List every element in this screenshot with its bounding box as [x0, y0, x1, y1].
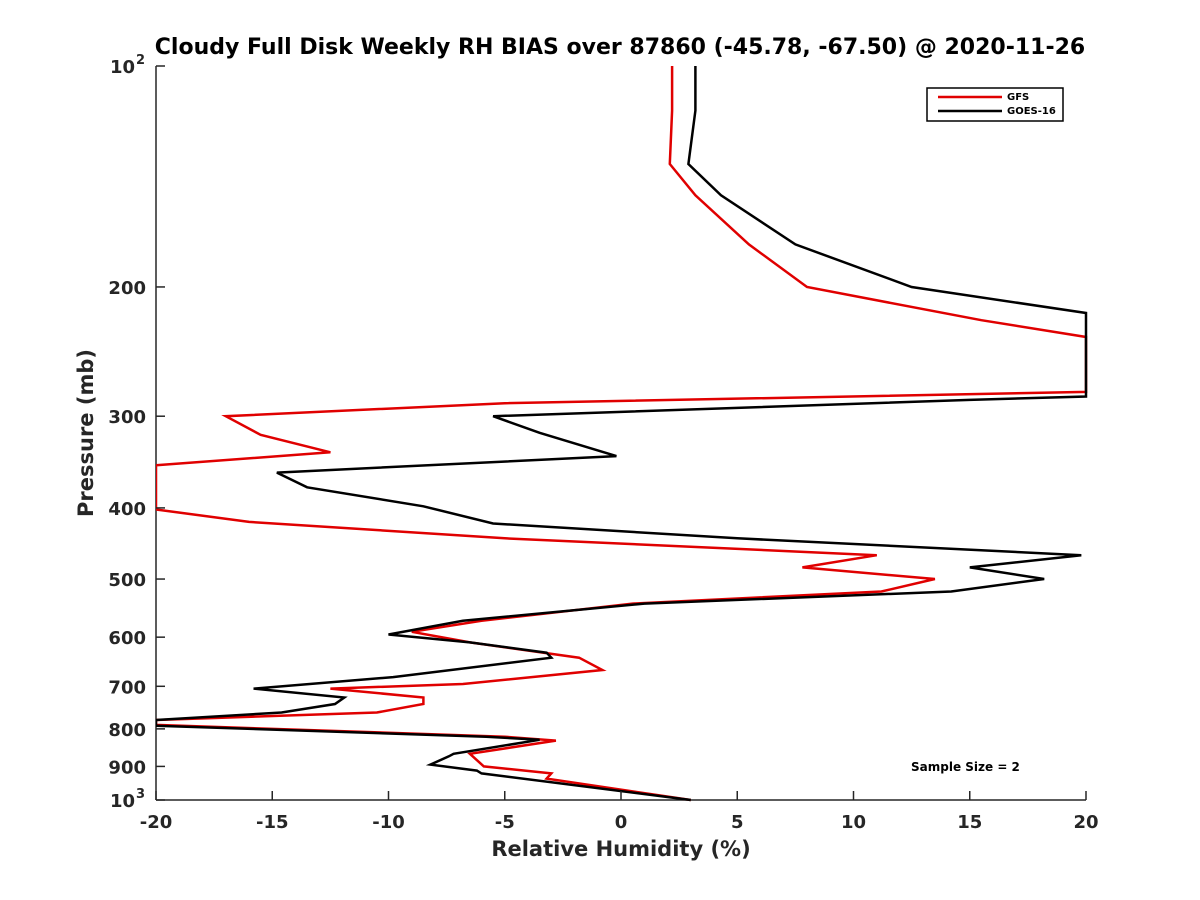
y-tick-label: 300	[108, 407, 146, 428]
x-axis: -20 -15 -10 -5 0 5 10 15 20	[140, 791, 1099, 833]
y-tick-label: 900	[108, 757, 146, 778]
x-tick-label: 0	[615, 812, 628, 833]
y-tick-label: 700	[108, 677, 146, 698]
series-line-goes-16	[156, 66, 1088, 802]
x-axis-label: Relative Humidity (%)	[491, 837, 750, 861]
legend: GFS GOES-16	[926, 87, 1064, 122]
y-tick-label-power: 10	[110, 57, 135, 78]
x-tick-label: -15	[256, 812, 289, 833]
x-tick-label: -5	[495, 812, 515, 833]
sample-size-annotation: Sample Size = 2	[911, 760, 1020, 774]
y-tick-label: 800	[108, 720, 146, 741]
y-axis-label: Pressure (mb)	[74, 349, 98, 517]
legend-label-goes-16: GOES-16	[1007, 106, 1056, 117]
y-tick-label: 200	[108, 278, 146, 299]
y-tick-label-power: 10	[110, 791, 135, 812]
x-tick-label: -10	[372, 812, 405, 833]
plot-area	[155, 66, 1086, 801]
x-tick-label: 20	[1073, 812, 1098, 833]
chart-title: Cloudy Full Disk Weekly RH BIAS over 878…	[155, 35, 1085, 60]
y-tick-exponent: 2	[136, 53, 145, 68]
y-tick-label: 500	[108, 570, 146, 591]
x-tick-label: 10	[841, 812, 866, 833]
y-tick-exponent: 3	[136, 787, 145, 802]
series-layer	[156, 66, 1088, 802]
x-tick-label: 15	[957, 812, 982, 833]
y-tick-label: 600	[108, 628, 146, 649]
legend-label-gfs: GFS	[1007, 92, 1029, 103]
legend-box	[926, 87, 1064, 122]
series-line-gfs	[156, 66, 1088, 802]
x-tick-label: 5	[731, 812, 744, 833]
x-tick-label: -20	[140, 812, 173, 833]
y-tick-label: 400	[108, 499, 146, 520]
